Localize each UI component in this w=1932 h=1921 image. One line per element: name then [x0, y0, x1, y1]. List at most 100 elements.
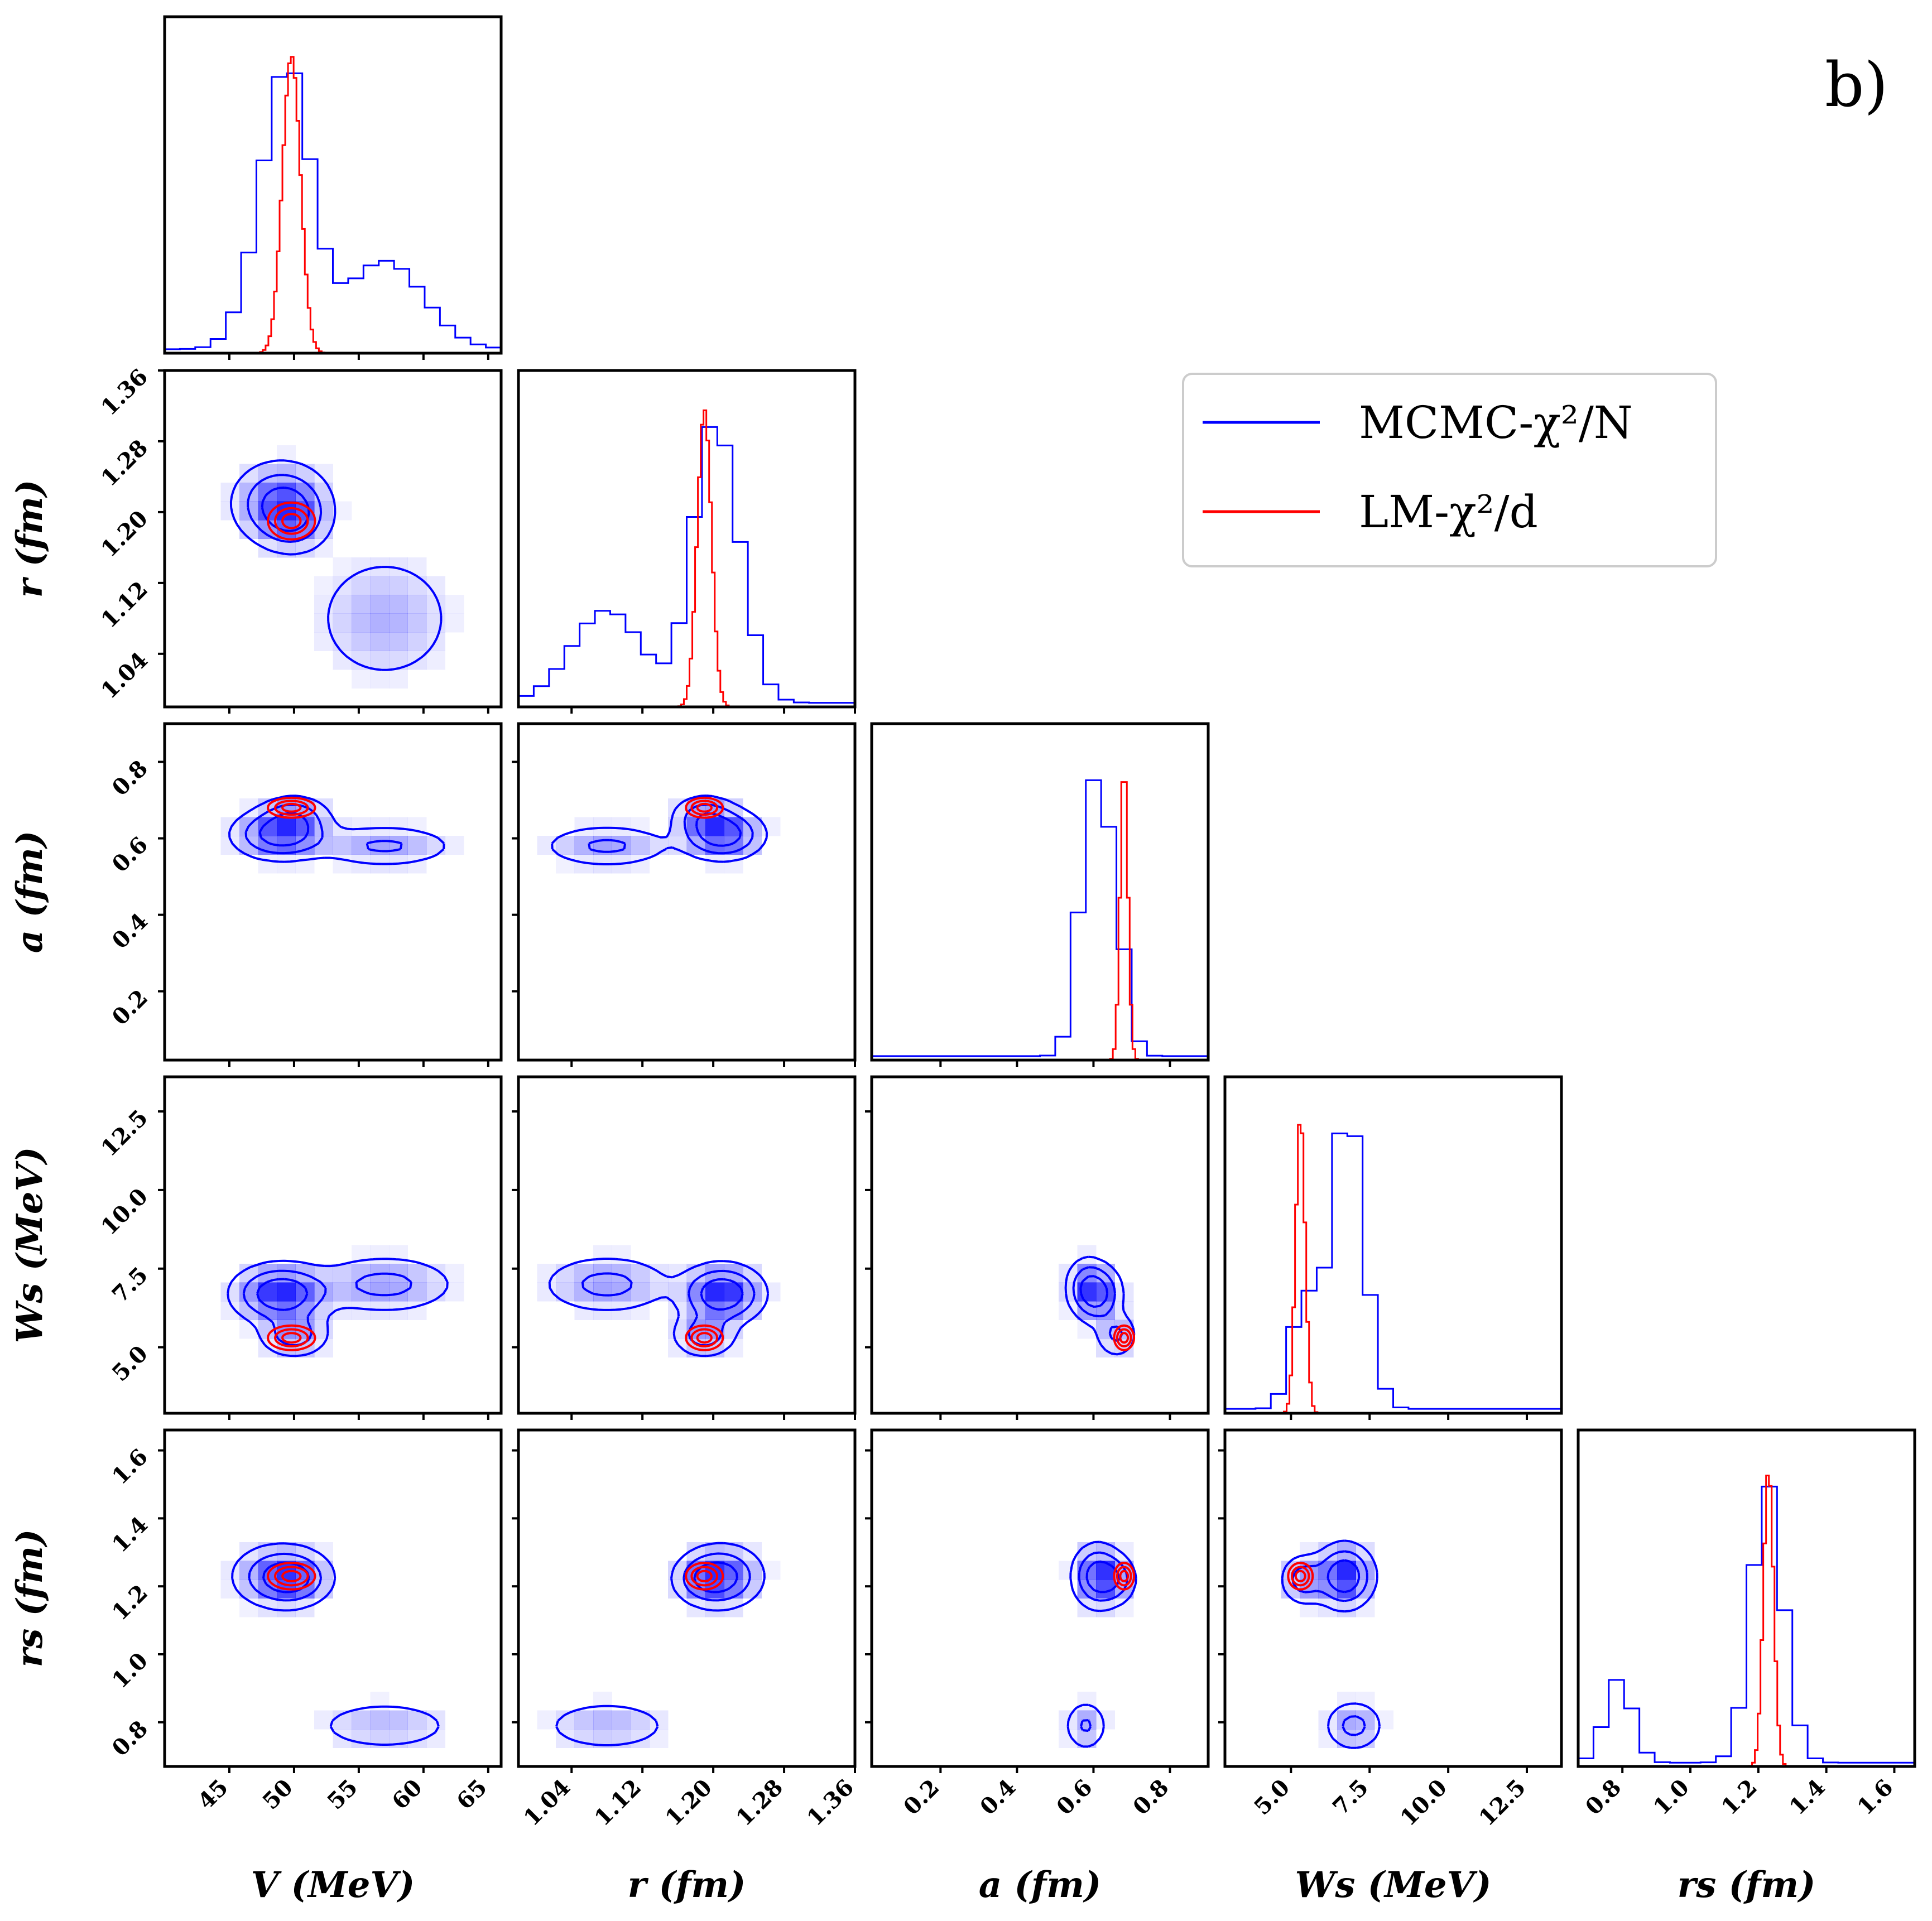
density-cell — [352, 1301, 371, 1320]
density-cell — [333, 1282, 352, 1302]
panel-frame — [163, 369, 503, 709]
panel-content — [220, 1542, 445, 1748]
density-cell — [314, 1320, 333, 1339]
density-cell — [277, 854, 296, 874]
density-cell — [333, 613, 352, 633]
density-cell — [593, 817, 612, 836]
legend-label-mcmc: MCMC-χ²/N — [1359, 397, 1633, 449]
density-cell — [631, 1264, 650, 1283]
lm-contour-1 — [690, 1328, 719, 1347]
lm-contour-1 — [274, 1328, 309, 1347]
density-cell — [631, 1282, 650, 1302]
lm-contour-0 — [696, 1569, 713, 1583]
lm-contour-2 — [1113, 1324, 1136, 1351]
density-cell — [333, 1264, 352, 1283]
panel-content — [537, 1245, 781, 1357]
density-cell — [426, 651, 445, 670]
density-cell — [277, 1282, 296, 1302]
panel-frame — [1223, 1075, 1563, 1415]
density-cell — [445, 613, 464, 633]
lm-contour-2 — [267, 796, 316, 819]
density-cell — [537, 1264, 556, 1283]
mcmc-contour-2 — [256, 1278, 309, 1311]
lm-contour-2 — [267, 1562, 316, 1591]
density-cell — [574, 1710, 594, 1730]
mcmc-contour-1 — [581, 1269, 756, 1347]
density-cell — [389, 576, 408, 595]
mcmc-contour-0 — [229, 459, 443, 671]
density-cell — [1356, 1692, 1375, 1711]
lm-contour-2 — [267, 501, 316, 541]
density-cell — [1114, 1542, 1134, 1561]
density-cell — [370, 613, 390, 633]
density-cell — [258, 483, 277, 502]
density-cell — [352, 576, 371, 595]
panel-Ws-r — [512, 1075, 857, 1420]
panel-V-V — [163, 15, 503, 360]
density-cell — [389, 632, 408, 651]
density-cell — [407, 613, 427, 633]
density-cell — [370, 1282, 390, 1302]
lm-contour-0 — [1119, 1569, 1130, 1583]
density-cell — [389, 817, 408, 836]
lm-contour-0 — [696, 1332, 713, 1344]
density-cell — [295, 464, 315, 483]
panel-r-r — [517, 369, 857, 714]
panel-frame — [163, 1075, 503, 1415]
panel-frame — [1223, 1428, 1563, 1768]
mcmc-contour-0 — [1066, 1540, 1137, 1748]
density-cell — [1356, 1710, 1375, 1730]
density-cell — [333, 557, 352, 576]
density-cell — [445, 595, 464, 614]
lm-contour-0 — [696, 802, 713, 813]
density-cell — [239, 1264, 258, 1283]
density-cell — [407, 595, 427, 614]
panel-frame — [517, 1075, 857, 1415]
panel-Ws-a — [865, 1075, 1210, 1420]
panel-a-r — [512, 722, 857, 1067]
density-cell — [537, 836, 556, 855]
panel-frame — [163, 1428, 503, 1768]
density-cell — [574, 817, 594, 836]
density-cell — [352, 613, 371, 633]
density-cell — [668, 1339, 687, 1357]
panel-a-a — [870, 722, 1210, 1067]
mcmc-contour-0 — [548, 1258, 770, 1357]
panel-frame — [517, 1428, 857, 1768]
panel-frame — [1577, 1428, 1916, 1768]
density-cell — [649, 1729, 669, 1748]
density-cell — [333, 836, 352, 855]
mcmc-contour-1 — [248, 1552, 323, 1602]
mcmc-contour-2 — [695, 812, 742, 847]
density-cell — [593, 1282, 612, 1302]
density-cell — [352, 557, 371, 576]
panel-rs-V — [158, 1428, 503, 1773]
density-cell — [295, 854, 315, 874]
density-cell — [389, 836, 408, 855]
density-cell — [389, 1710, 408, 1730]
lm-contour-2 — [685, 796, 724, 819]
panel-frame — [517, 369, 857, 709]
mcmc-contour-0 — [555, 1542, 766, 1746]
density-cell — [631, 836, 650, 855]
mcmc-contour-2 — [700, 1278, 744, 1311]
density-cell — [407, 1264, 427, 1283]
density-cell — [239, 1282, 258, 1302]
lm-histogram-r — [518, 409, 855, 707]
density-cell — [370, 670, 390, 689]
lm-contour-1 — [274, 1566, 309, 1587]
density-cell — [314, 817, 333, 836]
panel-frame — [870, 1428, 1210, 1768]
mcmc-histogram-a — [872, 779, 1208, 1060]
panel-rs-a — [865, 1428, 1210, 1773]
density-cell — [593, 1692, 612, 1711]
density-cell — [1059, 1561, 1078, 1580]
density-cell — [370, 817, 390, 836]
density-cell — [612, 817, 631, 836]
density-cell — [370, 595, 390, 614]
density-cell — [612, 1710, 631, 1730]
panel-content — [872, 779, 1208, 1060]
density-cell — [631, 854, 650, 874]
panel-content — [165, 56, 501, 353]
density-cell — [314, 632, 333, 651]
